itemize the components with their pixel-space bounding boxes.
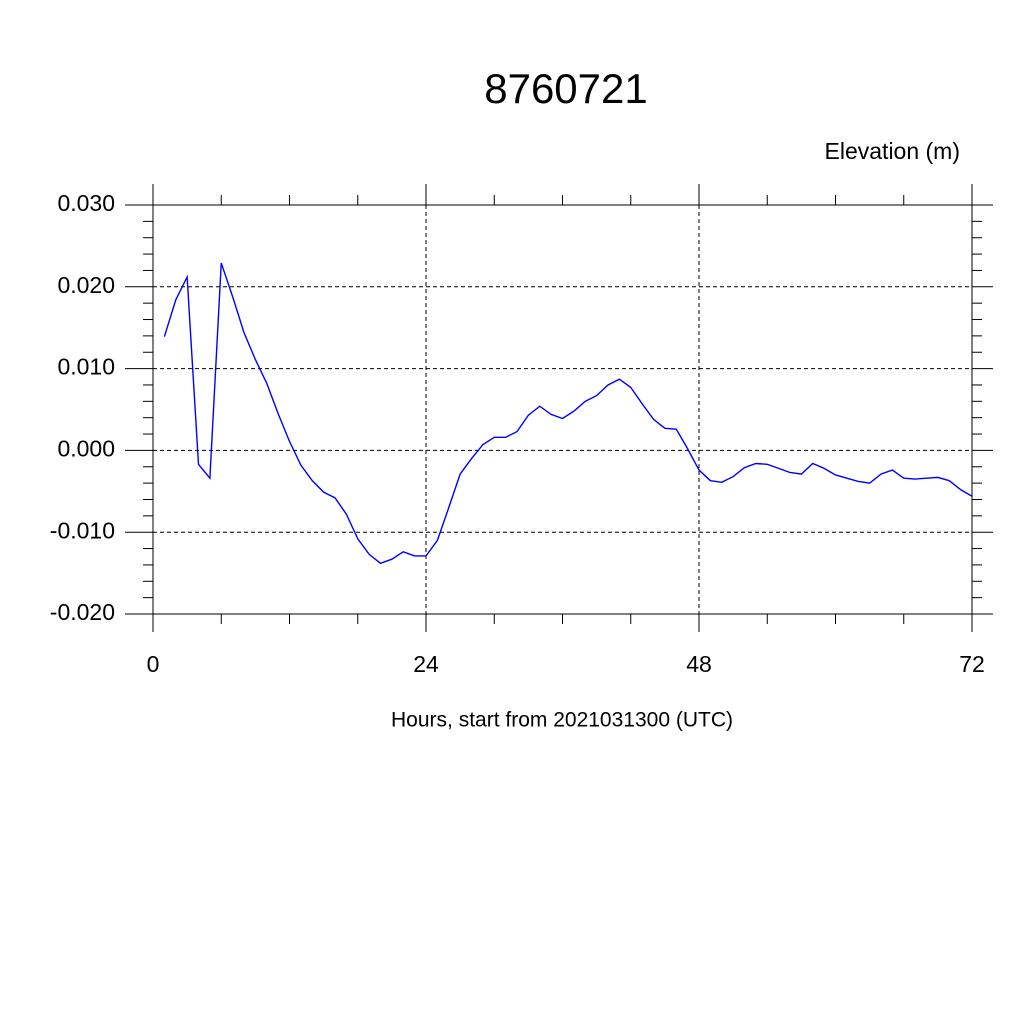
x-tick-label: 72 bbox=[959, 651, 985, 677]
x-tick-label: 24 bbox=[413, 651, 439, 677]
y-tick-label: -0.020 bbox=[50, 599, 115, 625]
x-tick-label: 0 bbox=[147, 651, 160, 677]
plot-frame bbox=[152, 204, 973, 615]
data-line bbox=[163, 262, 973, 565]
x-tick-label: 48 bbox=[686, 651, 712, 677]
y-tick-label: 0.030 bbox=[57, 190, 115, 216]
y-axis-label: Elevation (m) bbox=[825, 138, 960, 164]
y-tick-label: 0.000 bbox=[57, 435, 115, 461]
y-tick-label: 0.010 bbox=[57, 354, 115, 380]
x-axis-label: Hours, start from 2021031300 (UTC) bbox=[391, 709, 733, 732]
y-tick-label: 0.020 bbox=[57, 272, 115, 298]
y-tick-label: -0.010 bbox=[50, 517, 115, 543]
chart-title: 8760721 bbox=[484, 65, 648, 112]
